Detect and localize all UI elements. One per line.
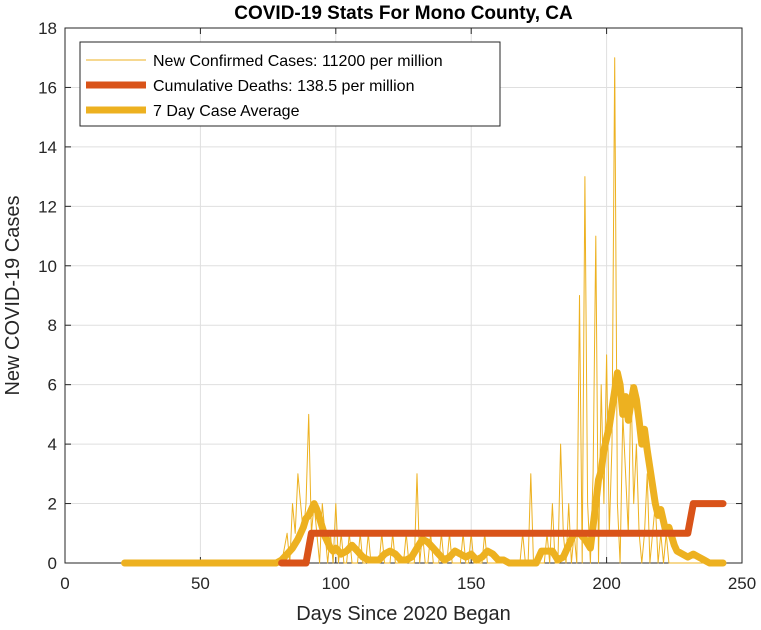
y-tick-label-3: 6 [48,376,57,395]
series-line-2 [121,369,727,567]
x-tick-label-5: 250 [728,574,756,593]
y-tick-label-2: 4 [48,435,57,454]
legend-label-7-day-average: 7 Day Case Average [153,103,300,120]
x-tick-label-3: 150 [457,574,485,593]
legend-box [79,41,501,127]
x-tick-label-0: 0 [60,574,69,593]
y-tick-label-5: 10 [38,257,57,276]
y-axis-label: New COVID-19 Cases [2,195,24,395]
y-tick-label-1: 2 [48,495,57,514]
series-line-1 [278,500,727,567]
x-axis-label: Days Since 2020 Began [296,603,511,625]
x-tick-label-4: 200 [592,574,620,593]
x-tick-label-2: 100 [322,574,350,593]
y-tick-label-9: 18 [38,19,57,38]
y-tick-label-8: 16 [38,78,57,97]
y-tick-label-0: 0 [48,554,57,573]
chart-title: COVID-19 Stats For Mono County, CA [234,3,573,24]
legend-label-new-cases: New Confirmed Cases: 11200 per million [153,53,443,70]
y-tick-label-7: 14 [38,138,57,157]
legend-label-cumulative-deaths: Cumulative Deaths: 138.5 per million [153,78,414,95]
legend: New Confirmed Cases: 11200 per million C… [79,41,501,127]
series [121,57,727,567]
x-tick-label-1: 50 [191,574,210,593]
y-tick-label-4: 8 [48,316,57,335]
y-tick-label-6: 12 [38,197,57,216]
